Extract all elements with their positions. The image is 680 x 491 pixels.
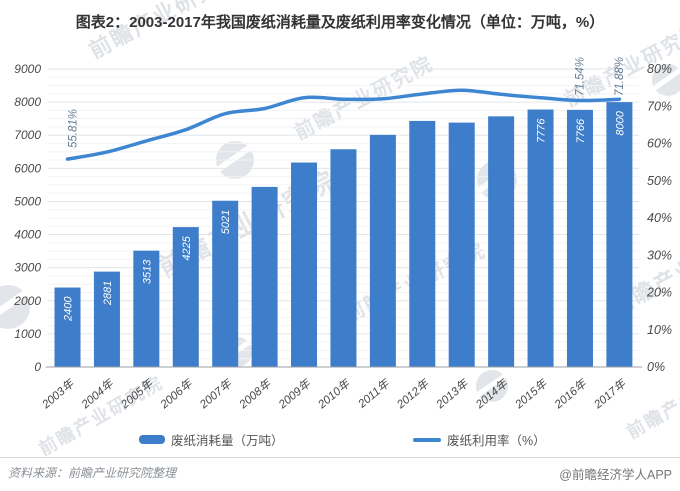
bar-series-label: 废纸消耗量（万吨） [171,434,284,448]
chart-title: 图表2：2003-2017年我国废纸消耗量及废纸利用率变化情况（单位：万吨，%） [75,14,605,31]
y-axis-left-tick: 5000 [14,194,41,208]
x-axis-tick: 2005年 [118,376,157,411]
x-axis-tick: 2014年 [473,376,512,411]
x-axis-tick: 2008年 [236,376,275,411]
y-axis-right-tick: 70% [647,99,672,113]
line-value-label: 55.81% [68,109,80,148]
y-axis-left-tick: 8000 [14,95,41,109]
y-axis-left-tick: 6000 [14,161,41,175]
y-axis-right-tick: 80% [647,62,672,76]
x-axis-tick: 2004年 [78,376,117,411]
y-axis-right-tick: 0% [647,360,665,374]
y-axis-left-tick: 1000 [14,327,41,341]
bar-2009年 [291,162,318,367]
x-axis-tick: 2012年 [394,376,433,411]
x-axis-tick: 2003年 [39,376,78,411]
chart-legend: 废纸消耗量（万吨） 废纸利用率（%） [0,430,680,449]
bar-value-label: 2881 [102,281,114,306]
bar-2004年 [93,271,120,367]
line-value-label: 71.54% [574,57,586,96]
x-axis-tick: 2007年 [197,376,236,411]
x-axis-tick: 2006年 [157,376,196,411]
bar-value-label: 7766 [575,118,587,143]
bar-value-label: 3513 [141,259,153,284]
y-axis-right-tick: 60% [647,137,672,151]
legend-item-line-series[interactable]: 废纸利用率（%） [413,430,546,449]
bar-2014年 [488,116,515,367]
y-axis-left-tick: 7000 [14,128,41,142]
bar-value-label: 4225 [181,235,193,260]
y-axis-left-tick: 4000 [14,228,41,242]
bar-2003年 [54,287,81,367]
bar-2017年 [606,102,633,367]
bar-series-marker [139,435,165,444]
line-series-label: 废纸利用率（%） [447,434,546,448]
y-axis-left-tick: 2000 [13,294,41,308]
bar-value-label: 5021 [220,210,232,234]
bar-2005年 [133,250,160,367]
bar-value-label: 7776 [536,118,548,143]
bar-2011年 [369,134,396,367]
line-series-marker [413,437,441,442]
utilization-rate-line [65,88,622,161]
y-axis-left-tick: 9000 [14,62,41,76]
y-axis-right-tick: 20% [646,286,672,300]
x-axis-tick: 2017年 [591,376,630,411]
bar-2012年 [409,120,436,368]
x-axis-tick: 2009年 [275,376,314,411]
bar-2016年 [566,109,593,368]
x-axis-tick: 2010年 [315,376,354,411]
line-value-label: 71.88% [614,57,626,96]
bar-2008年 [251,186,278,367]
bar-2006年 [172,227,199,367]
bar-2010年 [330,149,357,367]
bar-value-label: 8000 [614,110,626,135]
x-axis-tick: 2015年 [512,376,551,411]
app-credit: @前瞻经济学人APP [559,468,672,482]
y-axis-right-tick: 40% [647,211,672,225]
bar-2015年 [527,109,554,367]
footer-divider [0,457,680,458]
x-axis-tick: 2013年 [433,376,472,411]
y-axis-left-tick: 0 [34,360,41,374]
y-axis-right-tick: 10% [647,323,672,337]
y-axis-right-tick: 50% [647,174,672,188]
x-axis-tick: 2016年 [551,376,590,411]
bar-2013年 [448,122,475,367]
data-source-note: 资料来源：前瞻产业研究院整理 [8,466,177,480]
legend-item-bar-series[interactable]: 废纸消耗量（万吨） [139,430,284,449]
x-axis-tick: 2011年 [355,376,393,411]
y-axis-right-tick: 30% [647,248,672,262]
y-axis-left-tick: 3000 [14,261,41,275]
bar-value-label: 2400 [63,296,75,322]
